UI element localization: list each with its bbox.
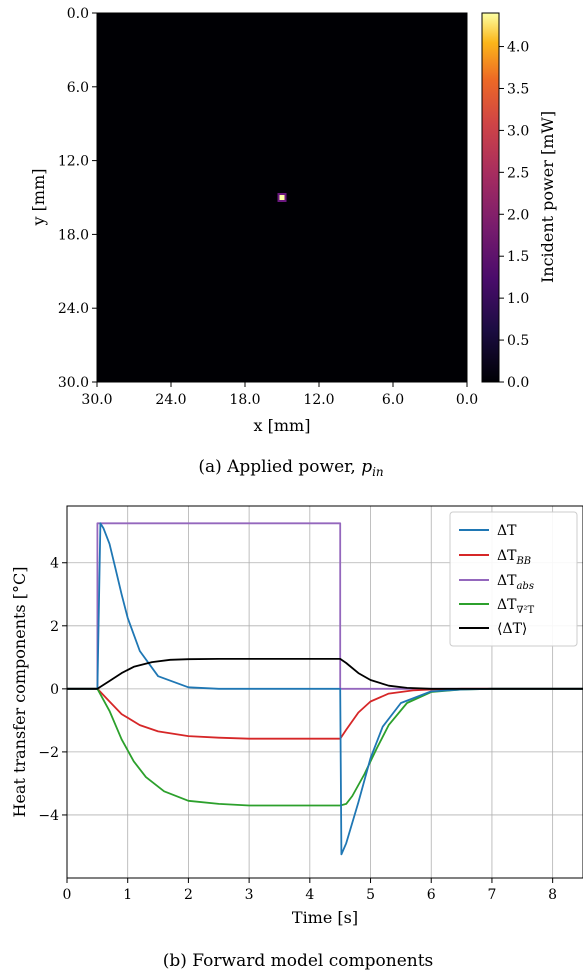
colorbar-tick-label: 1.0 xyxy=(507,291,529,307)
heatmap-y-tick-label: 12.0 xyxy=(58,154,89,170)
y-tick-label: −4 xyxy=(38,808,59,824)
colorbar-tick-label: 0.0 xyxy=(507,375,529,391)
y-tick-label: −2 xyxy=(38,745,59,761)
heatmap-hotspot xyxy=(280,195,285,200)
colorbar-ticks: 0.0 0.5 1.0 1.5 2.0 2.5 3.0 3.5 4.0 xyxy=(499,40,529,391)
x-tick-label: 2 xyxy=(184,887,193,903)
line-chart-legend: ΔT ΔTBB ΔTabs ΔT∇²T ⟨ΔT⟩ xyxy=(450,512,577,646)
x-tick-label: 3 xyxy=(245,887,254,903)
x-tick-label: 1 xyxy=(123,887,132,903)
heatmap-y-tick-label: 0.0 xyxy=(67,6,89,22)
heatmap-x-tick-label: 6.0 xyxy=(382,392,404,408)
colorbar-tick-label: 3.5 xyxy=(507,81,529,97)
line-chart-x-label: Time [s] xyxy=(292,908,358,927)
heatmap-x-tick-label: 0.0 xyxy=(456,392,478,408)
y-tick-label: 0 xyxy=(50,682,59,698)
caption-b: (b) Forward model components xyxy=(163,951,434,971)
legend-label-delta-t: ΔT xyxy=(497,523,517,539)
colorbar-label: Incident power [mW] xyxy=(538,111,557,283)
heatmap-x-tick-label: 30.0 xyxy=(81,392,112,408)
heatmap-y-label: y [mm] xyxy=(29,169,48,227)
heatmap-x-ticks: 30.0 24.0 18.0 12.0 6.0 0.0 xyxy=(81,382,478,408)
line-chart-panel: 4 2 0 −2 −4 0 1 2 3 4 5 6 7 8 Time [s] Heat transfer… xyxy=(10,506,583,927)
colorbar-tick-label: 2.5 xyxy=(507,165,529,181)
x-tick-label: 8 xyxy=(548,887,557,903)
heatmap-y-tick-label: 24.0 xyxy=(58,301,89,317)
heatmap-x-tick-label: 12.0 xyxy=(303,392,334,408)
x-tick-label: 4 xyxy=(305,887,314,903)
line-chart-y-ticks: 4 2 0 −2 −4 xyxy=(38,556,67,824)
heatmap-panel: 0.0 6.0 12.0 18.0 24.0 30.0 30.0 24.0 18.0 12.0 6… xyxy=(29,6,557,435)
x-tick-label: 7 xyxy=(487,887,496,903)
heatmap-x-tick-label: 24.0 xyxy=(155,392,186,408)
colorbar-tick-label: 3.0 xyxy=(507,123,529,139)
x-tick-label: 6 xyxy=(427,887,436,903)
colorbar-tick-label: 2.0 xyxy=(507,207,529,223)
x-tick-label: 5 xyxy=(366,887,375,903)
line-chart-y-label: Heat transfer components [°C] xyxy=(10,567,29,818)
colorbar-tick-label: 1.5 xyxy=(507,249,529,265)
x-tick-label: 0 xyxy=(63,887,72,903)
colorbar-gradient xyxy=(482,13,499,382)
heatmap-x-tick-label: 18.0 xyxy=(229,392,260,408)
y-tick-label: 2 xyxy=(50,619,59,635)
colorbar-tick-label: 0.5 xyxy=(507,333,529,349)
legend-label-mean-delta-t: ⟨ΔT⟩ xyxy=(497,621,527,637)
y-tick-label: 4 xyxy=(50,556,59,572)
heatmap-y-tick-label: 6.0 xyxy=(67,80,89,96)
caption-a: (a) Applied power, pin xyxy=(198,457,383,479)
heatmap-y-ticks: 0.0 6.0 12.0 18.0 24.0 30.0 xyxy=(58,6,97,391)
heatmap-y-tick-label: 30.0 xyxy=(58,375,89,391)
line-chart-x-ticks: 0 1 2 3 4 5 6 7 8 xyxy=(63,878,558,903)
heatmap-x-label: x [mm] xyxy=(254,416,311,435)
colorbar-tick-label: 4.0 xyxy=(507,40,529,56)
heatmap-y-tick-label: 18.0 xyxy=(58,227,89,243)
